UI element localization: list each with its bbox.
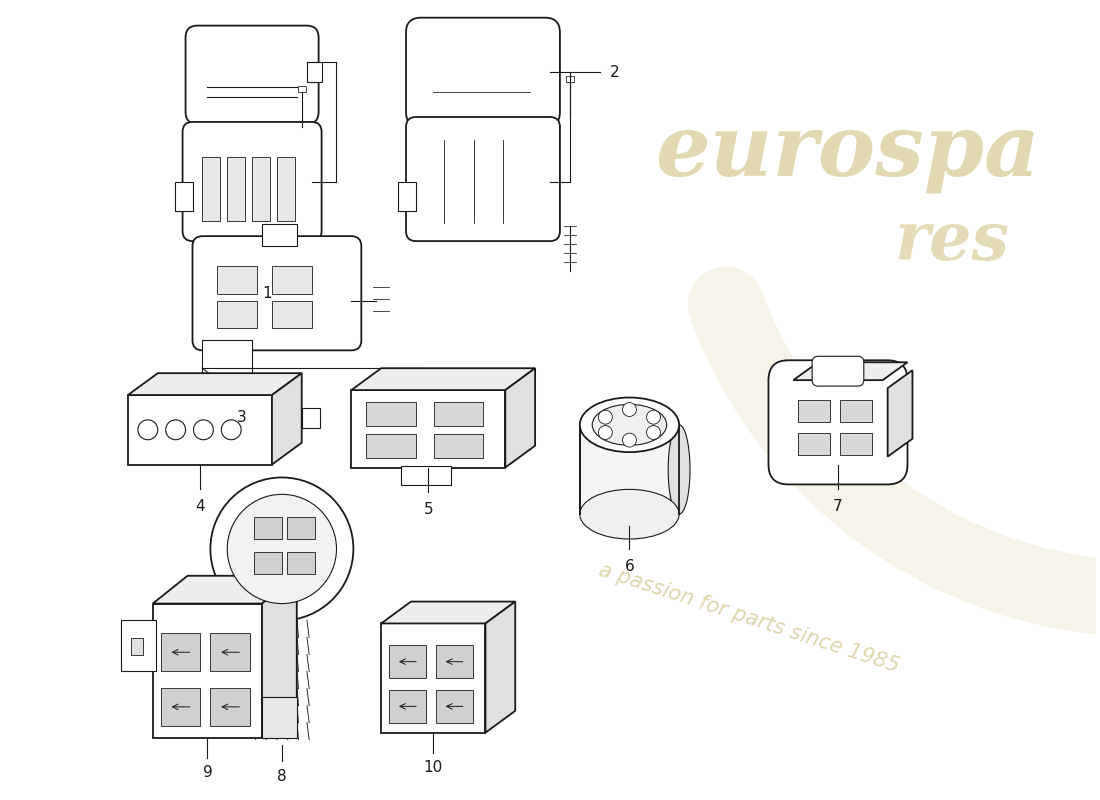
Polygon shape [485,602,515,733]
Text: 6: 6 [625,559,635,574]
Text: 1: 1 [262,286,272,301]
FancyBboxPatch shape [192,236,361,350]
Circle shape [166,420,186,440]
Bar [128,395,272,465]
Bar [272,301,311,329]
Polygon shape [793,362,908,380]
Text: 2: 2 [609,65,619,80]
Bar [254,517,282,539]
Ellipse shape [580,490,679,539]
Circle shape [194,420,213,440]
Bar [382,623,485,733]
Bar [121,620,156,670]
Bar [436,690,473,722]
Bar [840,433,871,454]
Text: eurospa: eurospa [656,110,1041,194]
Bar [218,301,257,329]
Bar [277,157,295,222]
Bar [799,433,830,454]
Bar [262,698,297,738]
Polygon shape [382,602,515,623]
Polygon shape [505,368,535,467]
FancyBboxPatch shape [406,18,560,127]
Bar [565,76,574,82]
Bar [202,157,220,222]
Bar [433,402,484,426]
Bar [161,634,200,671]
Bar [402,466,451,486]
Polygon shape [262,576,297,738]
Bar [840,400,871,422]
Circle shape [598,426,613,439]
Circle shape [598,410,613,424]
Bar [131,638,143,654]
Bar [210,688,250,726]
Bar [287,517,315,539]
Circle shape [138,420,157,440]
Text: 4: 4 [195,499,205,514]
Circle shape [623,433,637,447]
Text: 5: 5 [424,502,433,518]
Text: 8: 8 [277,770,287,785]
Polygon shape [351,368,535,390]
Ellipse shape [580,398,679,452]
Bar [436,646,473,678]
Circle shape [228,494,337,603]
Text: 3: 3 [238,410,248,425]
Text: 10: 10 [424,761,443,775]
Text: res: res [894,209,1010,274]
Bar [366,434,416,458]
Bar [161,688,200,726]
Bar [153,603,262,738]
Text: a passion for parts since 1985: a passion for parts since 1985 [596,560,902,677]
FancyBboxPatch shape [186,26,319,124]
Circle shape [623,402,637,417]
Bar [228,157,245,222]
Bar [254,552,282,574]
Polygon shape [153,576,297,603]
Bar [433,434,484,458]
Polygon shape [301,408,320,428]
Text: 7: 7 [833,499,843,514]
Bar [287,552,315,574]
FancyBboxPatch shape [183,122,321,241]
Circle shape [647,426,660,439]
FancyBboxPatch shape [812,356,864,386]
Ellipse shape [668,425,690,514]
Bar [298,86,306,92]
Circle shape [210,478,353,621]
Bar [366,402,416,426]
Circle shape [647,410,660,424]
Polygon shape [888,370,913,457]
Polygon shape [128,373,301,395]
Bar [799,400,830,422]
Bar [262,224,297,246]
Circle shape [221,420,241,440]
Polygon shape [202,341,252,375]
Bar [389,690,426,722]
Bar [210,634,250,671]
Bar [351,390,505,467]
FancyBboxPatch shape [769,360,908,485]
Bar [580,425,679,514]
Ellipse shape [592,404,667,446]
Polygon shape [272,373,301,465]
Bar [272,266,311,294]
Polygon shape [398,182,416,211]
FancyBboxPatch shape [406,117,560,241]
Polygon shape [307,62,321,82]
Bar [218,266,257,294]
Text: 9: 9 [202,766,212,781]
Polygon shape [175,182,192,211]
Bar [252,157,270,222]
Bar [389,646,426,678]
